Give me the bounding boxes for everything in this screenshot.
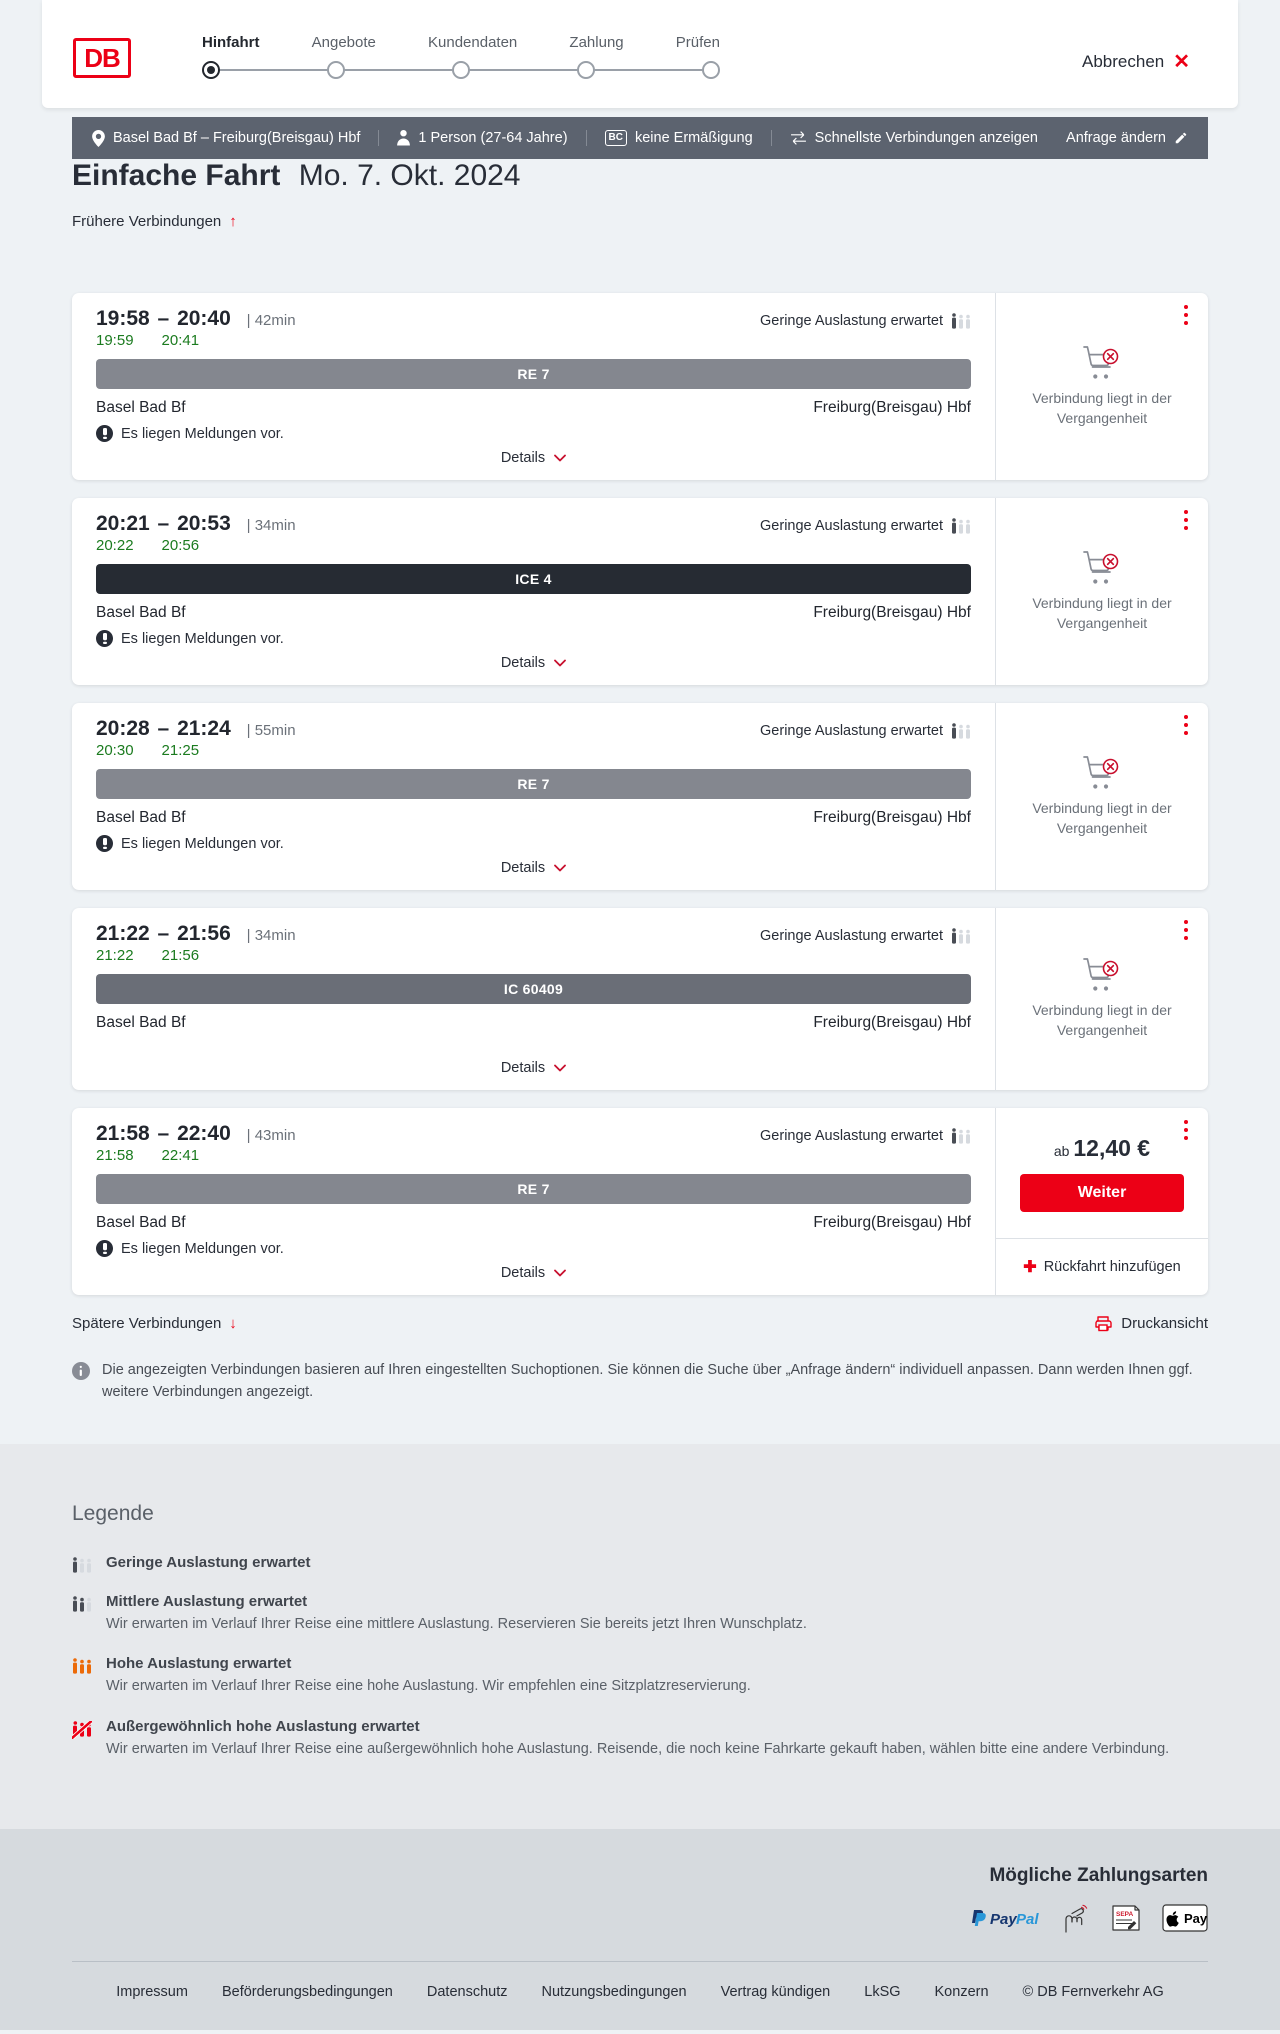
svg-text:SEPA: SEPA [1116, 1911, 1134, 1918]
svg-text:Pay: Pay [990, 1911, 1017, 1928]
svg-text:Pay: Pay [1184, 1911, 1208, 1926]
svg-text:Pal: Pal [1016, 1911, 1039, 1928]
